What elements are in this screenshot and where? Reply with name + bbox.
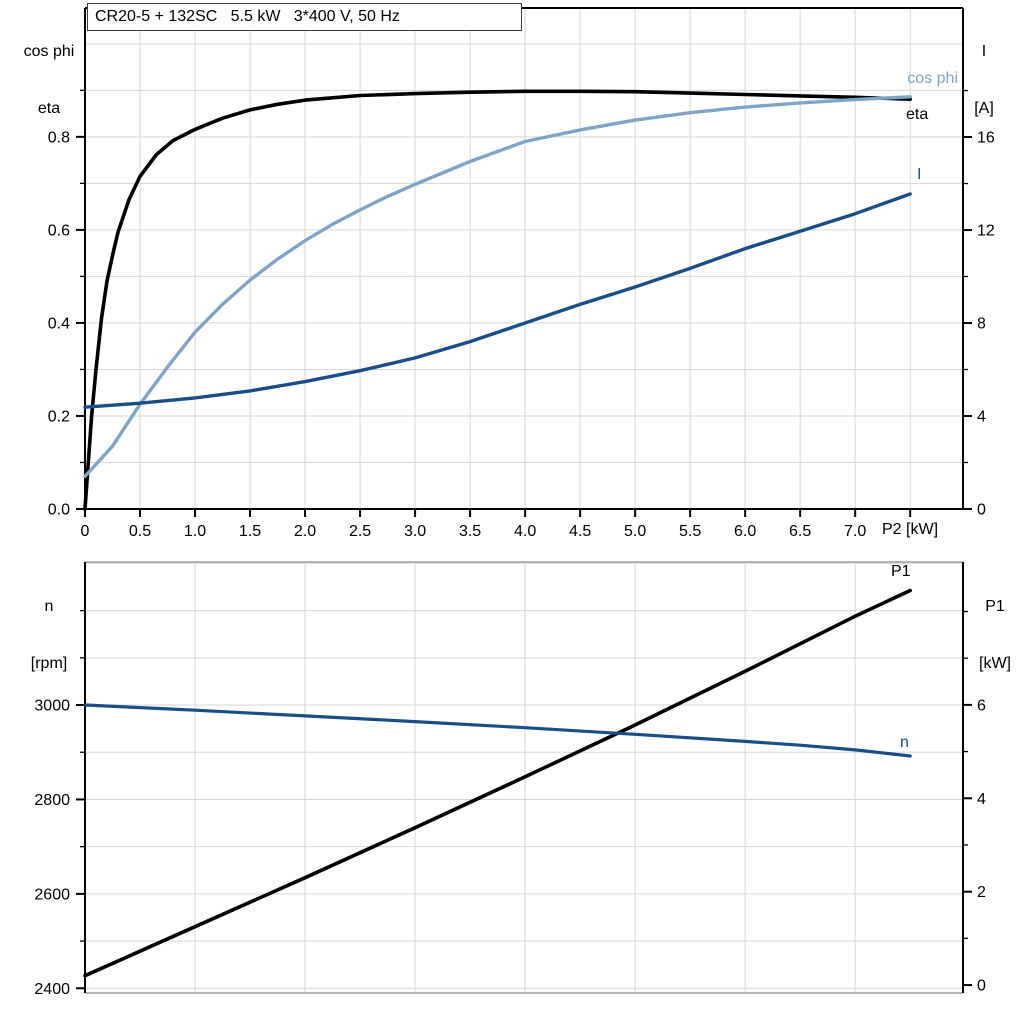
x-axis-tick-label: 6.0 xyxy=(734,523,756,540)
speed-axis-header-line2: [rpm] xyxy=(30,655,68,672)
x-axis-tick-label: 2.0 xyxy=(294,523,316,540)
right-axis-tick-label: 16 xyxy=(977,130,995,147)
x-axis-unit-label: P2 [kW] xyxy=(882,521,939,538)
curve-speed-n xyxy=(83,703,912,758)
x-axis-tick-label: 1.0 xyxy=(184,523,206,540)
x-axis-tick-label: 7.0 xyxy=(844,523,866,540)
curve-eta xyxy=(83,89,912,511)
current-curve-label: I xyxy=(917,166,922,183)
left-axis-header-line1: cos phi xyxy=(23,43,75,60)
x-axis-tick-label: 3.5 xyxy=(459,523,481,540)
x-axis-tick-label: 4.0 xyxy=(514,523,536,540)
right-axis-tick-label: 0 xyxy=(977,502,986,519)
left-axis-tick-label: 0.8 xyxy=(48,129,70,146)
left-axis-tick-label: 2400 xyxy=(34,981,70,998)
left-axis-tick-label: 0.2 xyxy=(48,408,70,425)
curve-power-p1 xyxy=(83,588,912,978)
cos-phi-curve-label: cos phi xyxy=(907,70,958,87)
left-axis-tick-label: 2800 xyxy=(34,792,70,809)
curve-cos-phi xyxy=(83,95,912,479)
right-axis-header-line1: I xyxy=(981,43,987,60)
right-axis-header-top-chart: I [A] xyxy=(958,4,1010,156)
x-axis-tick-label: 3.0 xyxy=(404,523,426,540)
left-axis-header-bottom-chart: n [rpm] xyxy=(13,559,85,711)
n-curve-label: n xyxy=(900,734,909,751)
right-axis-tick-label: 0 xyxy=(977,978,986,995)
right-axis-tick-label: 8 xyxy=(977,316,986,333)
x-axis-tick-label: 5.0 xyxy=(624,523,646,540)
left-axis-tick-label: 0.6 xyxy=(48,222,70,239)
x-axis-tick-label: 5.5 xyxy=(679,523,701,540)
left-axis-tick-label: 2600 xyxy=(34,886,70,903)
x-axis-tick-label: 4.5 xyxy=(569,523,591,540)
power-axis-header-line2: [kW] xyxy=(979,655,1011,672)
right-axis-tick-label: 12 xyxy=(977,223,995,240)
x-axis-tick-label: 0 xyxy=(81,523,90,540)
right-axis-tick-label: 2 xyxy=(977,884,986,901)
left-axis-header-line2: eta xyxy=(37,100,61,117)
left-axis-tick-label: 0.4 xyxy=(48,315,70,332)
chart-title: CR20-5 + 132SC 5.5 kW 3*400 V, 50 Hz xyxy=(87,3,522,31)
speed-axis-header-line1: n xyxy=(44,598,54,615)
left-axis-tick-label: 0.0 xyxy=(48,502,70,519)
x-axis-tick-label: 0.5 xyxy=(129,523,151,540)
x-axis-tick-label: 1.5 xyxy=(239,523,261,540)
left-axis-tick-label: 3000 xyxy=(34,698,70,715)
right-axis-tick-label: 4 xyxy=(977,409,986,426)
curve-current xyxy=(83,192,912,409)
x-axis-tick-label: 2.5 xyxy=(349,523,371,540)
x-axis-tick-label: 6.5 xyxy=(789,523,811,540)
right-axis-tick-label: 4 xyxy=(977,791,986,808)
left-axis-header-top-chart: cos phi eta xyxy=(13,4,85,156)
right-axis-header-line2: [A] xyxy=(974,100,994,117)
power-axis-header-line1: P1 xyxy=(985,598,1005,615)
right-axis-header-bottom-chart: P1 [kW] xyxy=(966,559,1024,711)
eta-curve-label: eta xyxy=(906,106,929,123)
right-axis-tick-label: 6 xyxy=(977,697,986,714)
p1-curve-label: P1 xyxy=(891,563,911,580)
